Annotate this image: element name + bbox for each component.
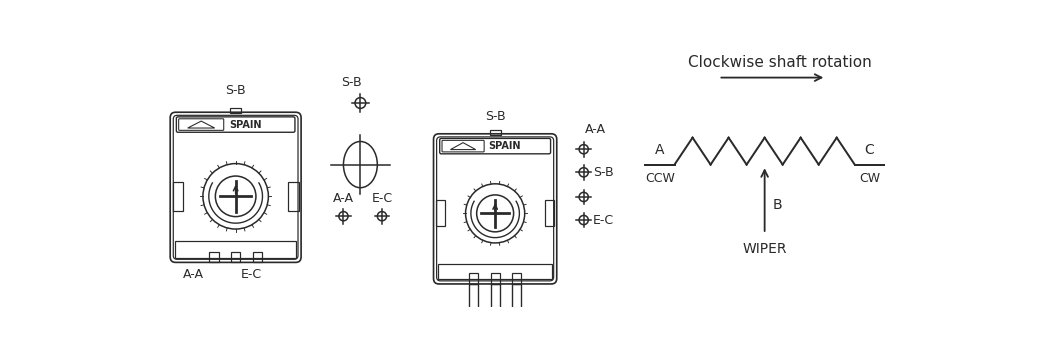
Text: CW: CW [859,172,880,185]
Bar [209,252,218,263]
Bar [469,284,479,345]
Text: SPAIN: SPAIN [488,141,520,151]
Bar [490,273,500,284]
Text: Clockwise shaft rotation: Clockwise shaft rotation [689,55,872,70]
Bar [172,182,183,210]
Text: A: A [655,143,665,157]
Bar [231,252,240,263]
Bar [253,252,262,263]
Bar [469,273,479,284]
Bar [512,273,521,284]
Bar [545,200,555,226]
Text: B: B [772,198,782,211]
Text: S-B: S-B [485,110,506,124]
Text: WIPER: WIPER [742,241,787,256]
Bar [230,108,241,113]
Text: E-C: E-C [240,268,261,281]
Text: A-A: A-A [183,268,204,281]
Text: S-B: S-B [226,84,246,97]
Text: S-B: S-B [593,166,613,179]
Bar [490,130,501,135]
Text: C: C [864,143,875,157]
Bar [438,264,552,279]
Text: CCW: CCW [645,172,675,185]
Text: E-C: E-C [371,193,393,205]
Text: A-A: A-A [585,123,606,136]
Bar [288,182,299,210]
Text: A-A: A-A [333,193,354,205]
Bar [175,241,297,258]
Bar [490,284,500,345]
Bar [512,284,521,345]
Text: E-C: E-C [593,214,614,227]
Text: S-B: S-B [341,76,362,89]
Bar [436,200,445,226]
Text: SPAIN: SPAIN [229,120,261,130]
